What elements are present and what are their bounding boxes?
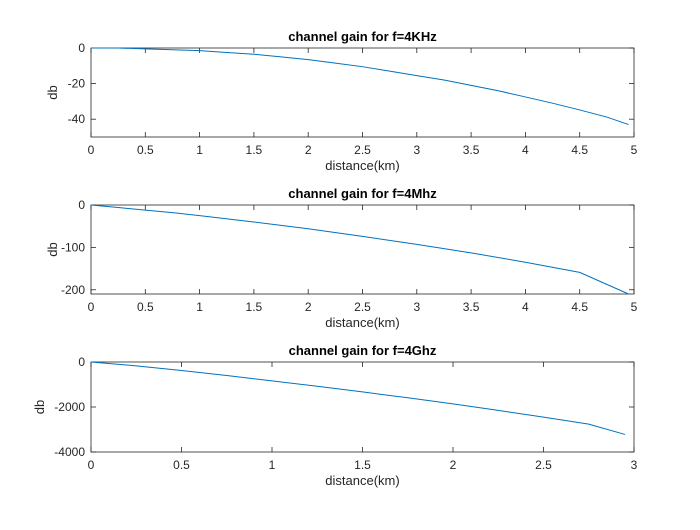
x-tick-label: 0 bbox=[88, 300, 95, 314]
y-tick-label: -2000 bbox=[54, 400, 85, 414]
plot-title: channel gain for f=4KHz bbox=[288, 29, 437, 44]
y-tick-label: 0 bbox=[78, 355, 85, 369]
x-tick-label: 4 bbox=[522, 143, 529, 157]
x-tick-label: 4.5 bbox=[571, 143, 588, 157]
subplot-2: 0 0.5 1 1.5 2 2.5 3 3.5 4 4.5 5 -200 -100 0 channel ga… bbox=[45, 186, 638, 330]
x-tick-label: 0.5 bbox=[137, 300, 154, 314]
x-tick-label: 1 bbox=[196, 300, 203, 314]
y-tick-label: -20 bbox=[68, 77, 86, 91]
x-tick-label: 2 bbox=[305, 300, 312, 314]
plot-title: channel gain for f=4Mhz bbox=[288, 186, 437, 201]
y-tick-label: -4000 bbox=[54, 445, 85, 459]
x-tick-label: 5 bbox=[631, 143, 638, 157]
x-tick-label: 1 bbox=[196, 143, 203, 157]
x-tick-label: 2.5 bbox=[354, 300, 371, 314]
x-axis-label: distance(km) bbox=[325, 315, 399, 330]
x-tick-label: 3 bbox=[413, 143, 420, 157]
y-tick-label: -40 bbox=[68, 112, 86, 126]
x-tick-label: 3 bbox=[413, 300, 420, 314]
y-axis-label: db bbox=[45, 85, 60, 99]
x-tick-label: 3 bbox=[631, 458, 638, 472]
series-line bbox=[90, 361, 626, 435]
axes-box bbox=[90, 204, 635, 295]
x-tick-label: 1 bbox=[269, 458, 276, 472]
x-tick-label: 0 bbox=[88, 458, 95, 472]
x-tick-label: 3.5 bbox=[463, 300, 480, 314]
x-axis-label: distance(km) bbox=[325, 158, 399, 173]
x-tick-label: 3.5 bbox=[463, 143, 480, 157]
series-line bbox=[90, 204, 629, 295]
x-tick-label: 0 bbox=[88, 143, 95, 157]
series-line bbox=[91, 47, 629, 126]
axes-box bbox=[90, 361, 635, 453]
subplot-1: 0 0.5 1 1.5 2 2.5 3 3.5 4 4.5 5 -40 -20 0 channel gain… bbox=[45, 29, 638, 173]
y-tick-label: -200 bbox=[61, 283, 85, 297]
x-tick-label: 2.5 bbox=[535, 458, 552, 472]
y-tick-label: 0 bbox=[78, 198, 85, 212]
axes-box bbox=[90, 47, 635, 138]
x-tick-label: 1.5 bbox=[246, 143, 263, 157]
y-tick-label: 0 bbox=[78, 41, 85, 55]
x-tick-label: 2.5 bbox=[354, 143, 371, 157]
x-tick-label: 0.5 bbox=[173, 458, 190, 472]
y-axis-label: db bbox=[32, 400, 47, 414]
x-tick-label: 2 bbox=[305, 143, 312, 157]
x-tick-label: 4.5 bbox=[571, 300, 588, 314]
x-axis-label: distance(km) bbox=[325, 473, 399, 488]
subplot-3: 0 0.5 1 1.5 2 2.5 3 -4000 -2000 0 channel gain for… bbox=[32, 343, 638, 488]
x-tick-label: 4 bbox=[522, 300, 529, 314]
x-tick-label: 2 bbox=[450, 458, 457, 472]
x-tick-label: 1.5 bbox=[354, 458, 371, 472]
y-axis-label: db bbox=[45, 242, 60, 256]
y-tick-label: -100 bbox=[61, 240, 85, 254]
x-tick-label: 0.5 bbox=[137, 143, 154, 157]
x-tick-label: 1.5 bbox=[246, 300, 263, 314]
x-tick-label: 5 bbox=[631, 300, 638, 314]
plot-title: channel gain for f=4Ghz bbox=[289, 343, 437, 358]
